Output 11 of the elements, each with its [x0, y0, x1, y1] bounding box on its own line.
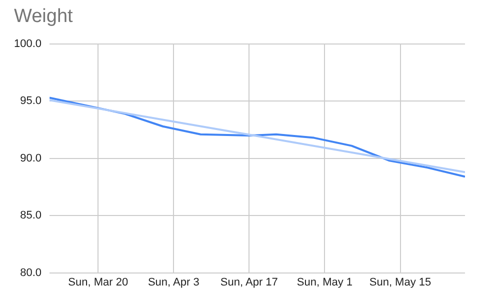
y-tick-label: 85.0: [20, 210, 42, 222]
x-tick-label: Sun, Apr 17: [220, 276, 278, 288]
x-tick-label: Sun, Mar 20: [68, 276, 128, 288]
y-tick-label: 90.0: [20, 152, 42, 164]
x-tick-label: Sun, May 1: [296, 276, 353, 288]
y-tick-label: 95.0: [20, 95, 42, 108]
chart-title: Weight: [14, 6, 73, 28]
y-tick-label: 80.0: [20, 266, 42, 279]
y-tick-label: 100.0: [14, 38, 42, 50]
x-tick-label: Sun, Apr 3: [148, 276, 200, 288]
x-tick-label: Sun, May 15: [369, 276, 432, 288]
